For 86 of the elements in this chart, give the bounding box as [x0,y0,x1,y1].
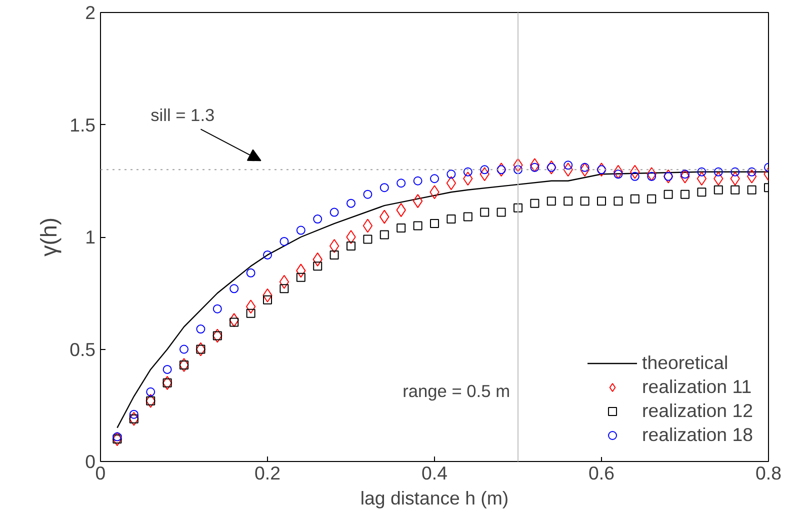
point [279,274,290,289]
point [514,203,522,212]
point [330,208,339,217]
point [296,226,306,235]
point [446,176,456,190]
point [430,174,439,184]
point [614,196,623,206]
point [246,268,256,278]
point [363,190,372,199]
ref-line-label: sill = 1.3 [150,104,215,125]
point [730,167,740,176]
point [380,230,389,240]
point [313,262,322,271]
point [413,176,422,186]
point [613,164,624,179]
point [714,167,723,176]
y-tick-label: 0.5 [70,338,96,360]
point [346,230,356,244]
x-tick-label: 0.6 [588,462,614,484]
point [362,218,373,233]
point [212,304,222,314]
point [230,284,239,294]
point [697,167,706,176]
legend-label: theoretical [642,352,728,374]
point [446,170,456,179]
point [296,272,306,282]
y-tick-label: 2 [85,2,96,23]
x-tick-label: 0.2 [254,462,280,484]
point [730,185,740,194]
point [412,194,423,208]
point [246,300,256,314]
point [696,172,707,186]
point [329,238,340,253]
point [647,194,656,204]
point [747,185,756,194]
y-axis-title: γ(h) [36,217,62,257]
y-tick-label: 1 [85,226,96,248]
point [280,284,289,294]
point [597,196,606,206]
point [630,194,640,204]
point [146,387,156,396]
legend-label: realization 18 [642,424,753,446]
point [680,190,690,199]
point [196,324,206,334]
point [280,237,289,246]
point [496,208,506,217]
point [263,250,272,260]
point [346,198,356,208]
point [564,196,573,206]
point [664,190,673,199]
point [396,224,406,233]
point [346,241,356,250]
x-tick-label: 0.4 [422,462,448,484]
point [746,169,757,184]
point [430,219,439,228]
point [580,162,590,177]
point [330,250,339,260]
point [363,234,372,244]
point [313,214,322,224]
point [530,198,540,208]
point [714,185,723,194]
point [496,162,506,177]
point [413,221,422,230]
point [112,432,122,446]
point [196,342,206,356]
point [446,214,456,224]
legend-label: realization 12 [642,400,753,422]
point [246,308,256,318]
point [463,212,472,222]
point [480,208,490,217]
point [580,196,590,206]
legend-label: realization 11 [642,376,752,398]
x-axis-title: lag distance h (m) [360,488,509,508]
x-tick-label: 0.8 [756,462,782,484]
y-tick-label: 1.5 [70,114,96,136]
point [180,344,188,354]
point [162,364,172,374]
point [396,178,406,188]
point [463,167,472,176]
point [380,183,389,192]
point [546,196,556,206]
point [697,188,706,197]
point [530,158,540,172]
point [162,376,172,390]
point [663,169,674,184]
ref-line-label: range = 0.5 m [402,380,510,401]
